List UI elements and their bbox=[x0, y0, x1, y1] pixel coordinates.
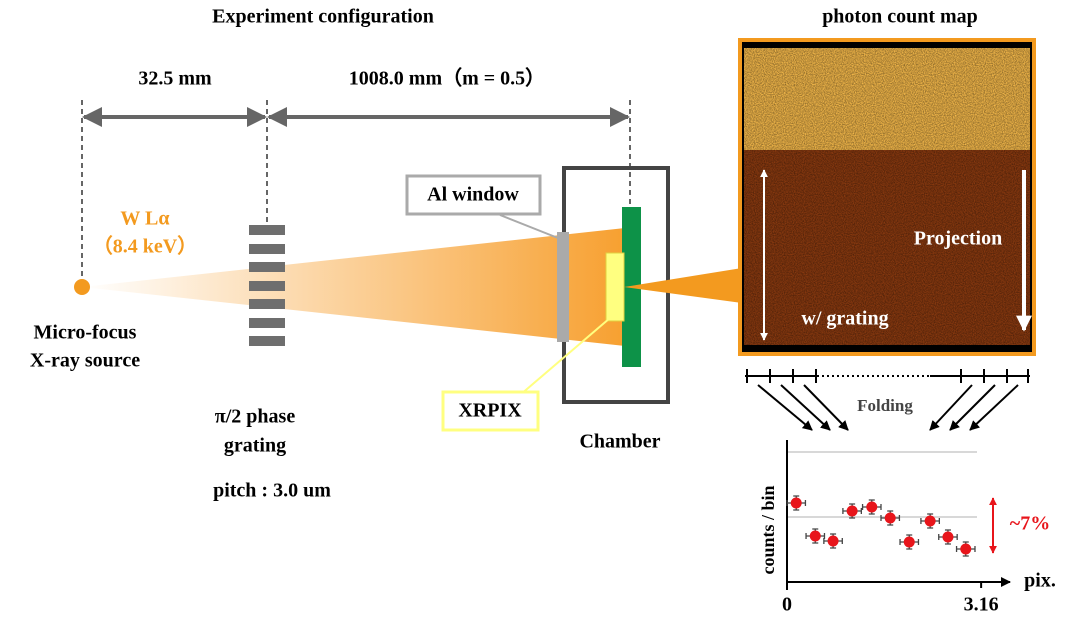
point bbox=[866, 502, 877, 513]
title: Experiment configuration bbox=[212, 6, 434, 28]
page: Experiment configuration photon count ma… bbox=[0, 0, 1066, 622]
source bbox=[74, 279, 90, 295]
point bbox=[904, 537, 915, 548]
grating bbox=[249, 225, 285, 346]
source-name: X-ray source bbox=[30, 350, 140, 372]
folding-label: Folding bbox=[857, 396, 913, 415]
x-tick-label: 0 bbox=[782, 594, 792, 616]
grating-pitch: pitch : 3.0 um bbox=[213, 480, 331, 502]
diagram: Experiment configuration photon count ma… bbox=[0, 0, 1066, 622]
grating-label: grating bbox=[224, 435, 286, 457]
point bbox=[885, 513, 896, 524]
chamber-label: Chamber bbox=[579, 431, 660, 453]
annotation: ~7% bbox=[1010, 513, 1050, 535]
source-energy: （8.4 keV） bbox=[93, 235, 197, 258]
x-axis-label: pix. bbox=[1024, 570, 1056, 592]
point bbox=[960, 544, 971, 555]
source-name: Micro-focus bbox=[34, 322, 137, 344]
beam bbox=[624, 268, 742, 303]
al-window bbox=[557, 232, 569, 342]
grating-label: π/2 phase bbox=[215, 406, 296, 428]
point bbox=[791, 498, 802, 509]
dimension-label: 32.5 mm bbox=[138, 68, 212, 90]
xrpix-label: XRPIX bbox=[458, 400, 522, 422]
point bbox=[828, 536, 839, 547]
window-label: Al window bbox=[427, 184, 519, 206]
callout bbox=[500, 215, 563, 240]
xrpix bbox=[606, 253, 624, 321]
dimension-label: 1008.0 mm（m = 0.5） bbox=[349, 67, 545, 90]
source-line: W Lα bbox=[120, 208, 169, 230]
map-label: w/ grating bbox=[801, 308, 888, 330]
x-tick-label: 3.16 bbox=[964, 594, 999, 616]
plot bbox=[787, 440, 1010, 590]
point bbox=[847, 506, 858, 517]
point bbox=[942, 532, 953, 543]
point bbox=[925, 516, 936, 527]
point bbox=[810, 531, 821, 542]
title: photon count map bbox=[822, 6, 978, 28]
y-axis-label: counts / bin bbox=[758, 485, 778, 574]
map-label: Projection bbox=[914, 228, 1003, 250]
